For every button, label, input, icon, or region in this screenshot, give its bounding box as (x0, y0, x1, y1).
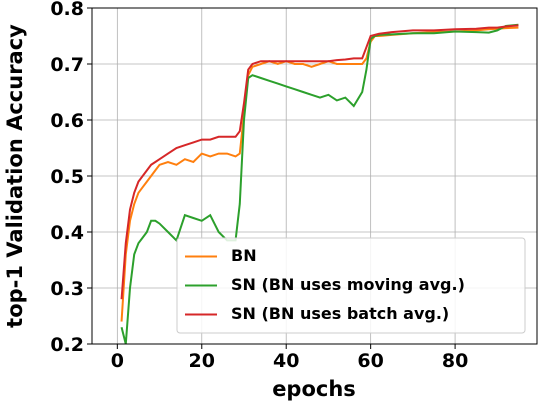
series-line (120, 23, 519, 344)
x-tick-label: 60 (357, 350, 383, 372)
legend: BN SN (BN uses moving avg.) SN (BN uses ba… (176, 237, 526, 334)
series-line (120, 24, 519, 300)
y-tick-label: 0.7 (50, 54, 84, 76)
y-axis-label: top-1 Validation Accuracy (3, 24, 27, 328)
plot-lines (120, 23, 519, 344)
legend-label: BN (231, 246, 257, 265)
y-tick-label: 0.3 (50, 278, 84, 300)
x-axis-label: epochs (272, 377, 356, 401)
x-tick-label: 40 (273, 350, 299, 372)
y-tick-label: 0.6 (50, 110, 84, 132)
y-tick-label: 0.4 (50, 222, 84, 244)
y-tick-label: 0.5 (50, 166, 84, 188)
x-tick-label: 0 (111, 350, 124, 372)
legend-label: SN (BN uses moving avg.) (231, 275, 465, 294)
x-tick-label: 20 (189, 350, 215, 372)
y-tick-label: 0.2 (50, 334, 84, 356)
ticks: 0 20 40 60 80 0.2 0.3 0.4 0.5 0.6 0.7 0.8 (50, 0, 468, 372)
x-tick-label: 80 (442, 350, 468, 372)
legend-box (176, 237, 526, 334)
y-tick-label: 0.8 (50, 0, 84, 20)
legend-label: SN (BN uses batch avg.) (231, 304, 449, 323)
